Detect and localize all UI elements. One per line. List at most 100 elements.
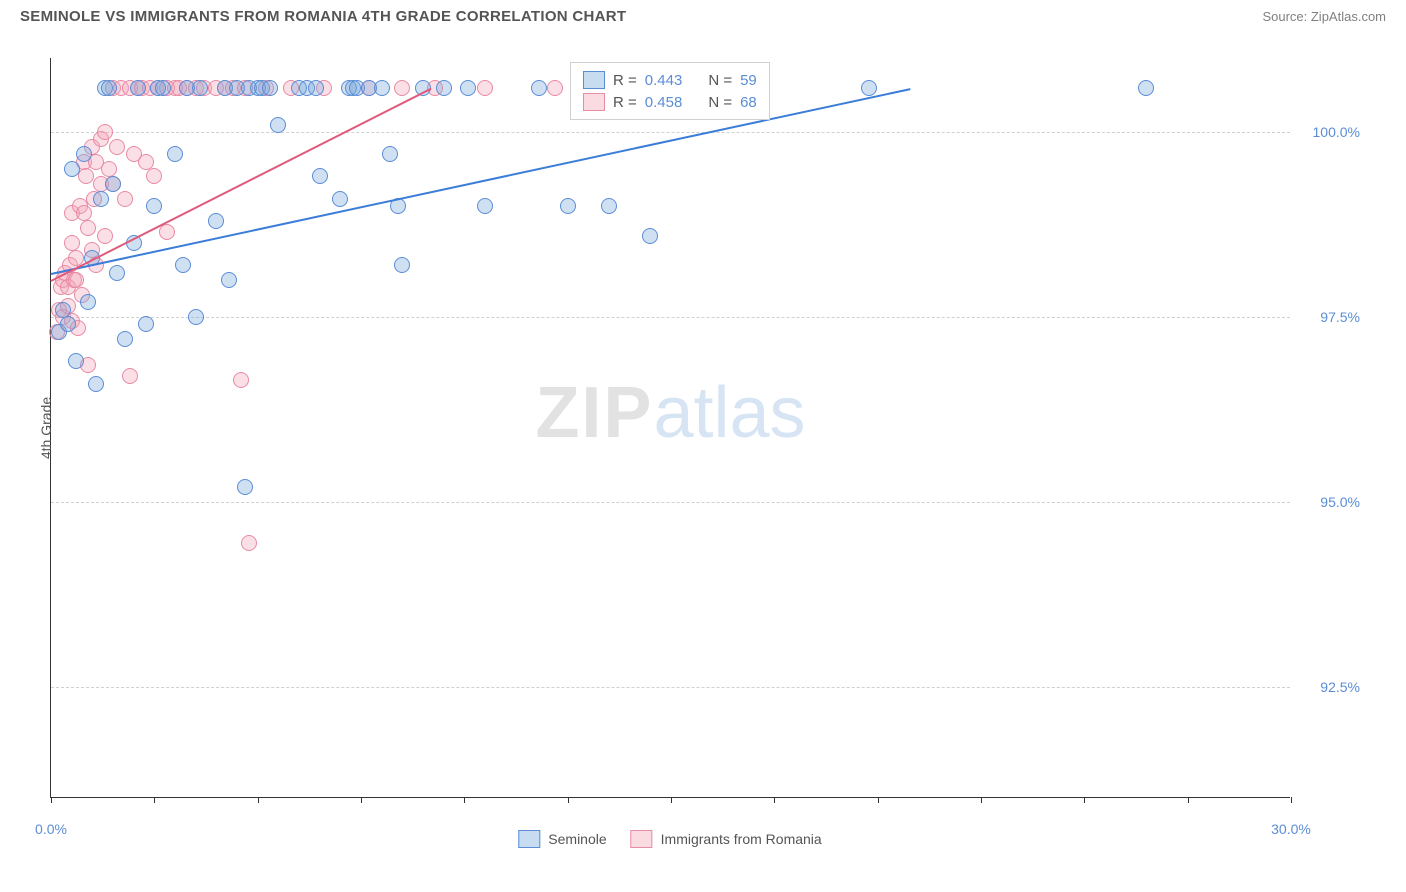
scatter-point [68, 353, 84, 369]
trend-line [51, 88, 911, 275]
legend-swatch-romania [631, 830, 653, 848]
scatter-point [531, 80, 547, 96]
source-label: Source: ZipAtlas.com [1262, 9, 1386, 24]
scatter-point [93, 191, 109, 207]
watermark-atlas: atlas [653, 373, 805, 453]
y-tick-label: 100.0% [1300, 124, 1360, 140]
legend-item-seminole: Seminole [518, 830, 606, 848]
scatter-point [146, 168, 162, 184]
scatter-point [861, 80, 877, 96]
scatter-point [80, 294, 96, 310]
scatter-point [130, 80, 146, 96]
x-tick [154, 797, 155, 803]
x-tick [361, 797, 362, 803]
scatter-point [122, 368, 138, 384]
scatter-point [117, 191, 133, 207]
legend-label-seminole: Seminole [548, 831, 606, 847]
n-label: N = [708, 72, 732, 89]
legend-swatch-seminole [518, 830, 540, 848]
scatter-point [109, 139, 125, 155]
scatter-point [547, 80, 563, 96]
r-value-romania: 0.458 [645, 94, 683, 111]
legend-swatch-romania [583, 93, 605, 111]
n-value-romania: 68 [740, 94, 757, 111]
series-legend: Seminole Immigrants from Romania [518, 830, 821, 848]
scatter-point [460, 80, 476, 96]
scatter-point [308, 80, 324, 96]
scatter-point [394, 257, 410, 273]
scatter-point [233, 372, 249, 388]
x-tick [878, 797, 879, 803]
chart-title: SEMINOLE VS IMMIGRANTS FROM ROMANIA 4TH … [20, 8, 626, 25]
scatter-point [117, 331, 133, 347]
plot-area: ZIPatlas 92.5%95.0%97.5%100.0%0.0%30.0% [50, 58, 1290, 798]
scatter-point [80, 220, 96, 236]
scatter-point [138, 154, 154, 170]
scatter-point [109, 265, 125, 281]
scatter-point [332, 191, 348, 207]
scatter-point [237, 479, 253, 495]
x-tick [1291, 797, 1292, 803]
legend-swatch-seminole [583, 71, 605, 89]
scatter-point [642, 228, 658, 244]
x-tick [51, 797, 52, 803]
scatter-point [105, 176, 121, 192]
legend-item-romania: Immigrants from Romania [631, 830, 822, 848]
scatter-point [64, 235, 80, 251]
chart-container: ZIPatlas 92.5%95.0%97.5%100.0%0.0%30.0% … [50, 58, 1290, 798]
x-tick [671, 797, 672, 803]
scatter-point [60, 316, 76, 332]
y-axis-title: 4th Grade [38, 397, 54, 459]
scatter-point [601, 198, 617, 214]
scatter-point [262, 80, 278, 96]
scatter-point [97, 228, 113, 244]
scatter-point [155, 80, 171, 96]
x-tick [258, 797, 259, 803]
scatter-point [192, 80, 208, 96]
scatter-point [312, 168, 328, 184]
x-tick [981, 797, 982, 803]
scatter-point [477, 198, 493, 214]
scatter-point [76, 205, 92, 221]
scatter-point [477, 80, 493, 96]
legend-label-romania: Immigrants from Romania [661, 831, 822, 847]
scatter-point [68, 272, 84, 288]
r-label: R = [613, 94, 637, 111]
scatter-point [270, 117, 286, 133]
grid-line [51, 132, 1290, 133]
scatter-point [101, 80, 117, 96]
n-value-seminole: 59 [740, 72, 757, 89]
n-label: N = [708, 94, 732, 111]
scatter-point [138, 316, 154, 332]
scatter-point [64, 161, 80, 177]
x-tick [1084, 797, 1085, 803]
scatter-point [88, 376, 104, 392]
scatter-point [76, 146, 92, 162]
legend-row-seminole: R = 0.443 N = 59 [583, 69, 757, 91]
scatter-point [382, 146, 398, 162]
scatter-point [394, 80, 410, 96]
x-tick-label: 0.0% [35, 821, 67, 837]
y-tick-label: 97.5% [1300, 309, 1360, 325]
scatter-point [436, 80, 452, 96]
y-tick-label: 95.0% [1300, 494, 1360, 510]
correlation-legend: R = 0.443 N = 59 R = 0.458 N = 68 [570, 62, 770, 120]
scatter-point [188, 309, 204, 325]
watermark-zip: ZIP [535, 373, 653, 453]
grid-line [51, 317, 1290, 318]
scatter-point [560, 198, 576, 214]
r-label: R = [613, 72, 637, 89]
r-value-seminole: 0.443 [645, 72, 683, 89]
scatter-point [241, 535, 257, 551]
scatter-point [1138, 80, 1154, 96]
scatter-point [101, 161, 117, 177]
x-tick [464, 797, 465, 803]
y-tick-label: 92.5% [1300, 679, 1360, 695]
x-tick [568, 797, 569, 803]
scatter-point [167, 146, 183, 162]
scatter-point [374, 80, 390, 96]
x-tick [1188, 797, 1189, 803]
x-tick-label: 30.0% [1271, 821, 1311, 837]
scatter-point [55, 302, 71, 318]
grid-line [51, 687, 1290, 688]
